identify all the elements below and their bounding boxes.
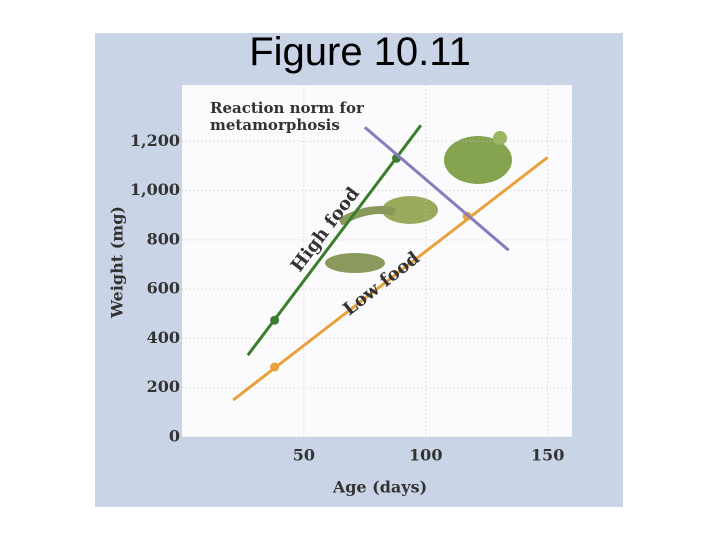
- y-tick-label: 200: [147, 377, 180, 396]
- point: [270, 315, 280, 325]
- y-tick-label: 400: [147, 328, 180, 347]
- y-tick-label: 0: [169, 427, 180, 446]
- point: [270, 362, 280, 372]
- frog-icons: [325, 131, 512, 273]
- y-tick-label: 600: [147, 279, 180, 298]
- figure-title: Figure 10.11: [249, 30, 471, 74]
- x-tick-label: 100: [409, 446, 442, 465]
- reaction-norm-label: Reaction norm for metamorphosis: [210, 99, 364, 134]
- x-axis-label: Age (days): [332, 478, 427, 497]
- series-line: [363, 126, 510, 252]
- x-tick-label: 150: [531, 446, 564, 465]
- y-tick-label: 1,000: [130, 180, 180, 199]
- y-tick-label: 800: [147, 229, 180, 248]
- y-tick-label: 1,200: [130, 131, 180, 150]
- x-tick-label: 50: [293, 446, 315, 465]
- series-line: [232, 156, 549, 402]
- y-axis-label: Weight (mg): [108, 206, 127, 319]
